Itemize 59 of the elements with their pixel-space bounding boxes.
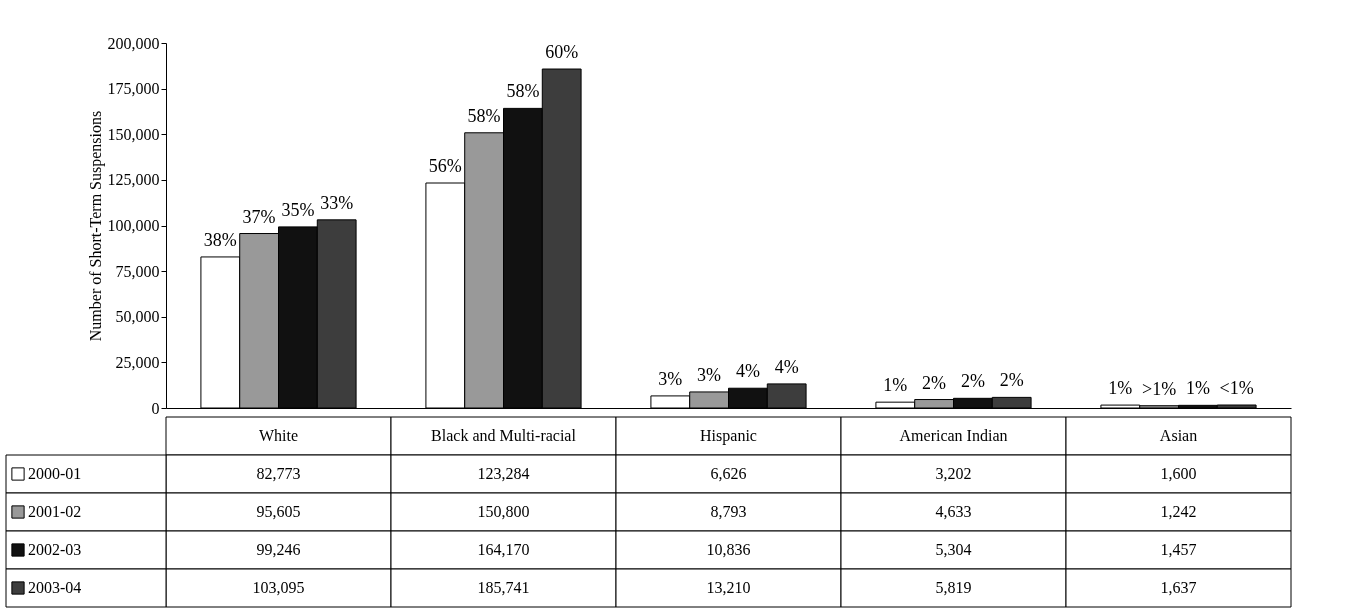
data-label: 123,284 bbox=[477, 465, 530, 482]
annotation: 33% bbox=[320, 192, 354, 213]
data-label: 1,600 bbox=[1160, 465, 1197, 482]
data-label: 1,457 bbox=[1160, 541, 1197, 558]
data-label: 10,836 bbox=[706, 541, 751, 558]
data-label: 185,741 bbox=[477, 579, 530, 596]
annotation: 3% bbox=[658, 368, 683, 389]
x-tick-label: Black and Multi-racial bbox=[431, 427, 577, 444]
x-tick-label: American Indian bbox=[899, 427, 1008, 444]
annotation: 58% bbox=[506, 81, 540, 102]
data-label: 1,242 bbox=[1160, 503, 1197, 520]
y-tick-label: 150,000 bbox=[107, 125, 160, 143]
annotation: 1% bbox=[1185, 378, 1210, 399]
annotation: 1% bbox=[1108, 378, 1133, 399]
data-label: 13,210 bbox=[706, 579, 751, 596]
y-tick-label: 0 bbox=[151, 399, 160, 417]
data-label: 3,202 bbox=[935, 465, 972, 482]
annotation: 56% bbox=[428, 156, 462, 177]
annotation: 2% bbox=[960, 371, 985, 392]
data-label: 103,095 bbox=[252, 579, 305, 596]
data-label: 6,626 bbox=[710, 465, 747, 482]
data-label: 164,170 bbox=[477, 541, 530, 558]
annotation: 38% bbox=[203, 229, 237, 250]
legend-label: 2003-04 bbox=[28, 579, 82, 596]
y-tick-label: 25,000 bbox=[115, 353, 160, 371]
y-tick-label: 75,000 bbox=[115, 262, 160, 280]
y-tick-label: 175,000 bbox=[107, 80, 160, 98]
annotation: 37% bbox=[242, 206, 276, 227]
data-label: 150,800 bbox=[477, 503, 530, 520]
annotation: 3% bbox=[697, 364, 722, 385]
legend-label: 2001-02 bbox=[28, 503, 82, 520]
annotation: 58% bbox=[467, 105, 501, 126]
annotation: 60% bbox=[545, 42, 579, 63]
annotation: 1% bbox=[883, 375, 908, 396]
data-label: 4,633 bbox=[935, 503, 972, 520]
data-label: 82,773 bbox=[256, 465, 301, 482]
y-axis-title: Number of Short-Term Suspensions bbox=[86, 110, 105, 342]
data-label: 1,637 bbox=[1160, 579, 1197, 596]
legend-label: 2000-01 bbox=[28, 465, 82, 482]
annotation: <1% bbox=[1219, 378, 1254, 399]
y-tick-label: 100,000 bbox=[107, 217, 160, 234]
annotation: 35% bbox=[281, 199, 315, 220]
x-tick-label: Hispanic bbox=[700, 427, 757, 445]
data-label: 8,793 bbox=[710, 503, 747, 520]
y-tick-label: 200,000 bbox=[107, 34, 160, 52]
y-tick-label: 125,000 bbox=[107, 171, 160, 189]
annotation: 2% bbox=[999, 370, 1024, 391]
annotation: >1% bbox=[1142, 378, 1177, 399]
y-tick-label: 50,000 bbox=[115, 308, 160, 326]
legend-label: 2002-03 bbox=[28, 541, 82, 558]
annotation: 4% bbox=[735, 361, 760, 382]
annotation: 2% bbox=[922, 372, 947, 393]
x-tick-label: Asian bbox=[1159, 427, 1198, 444]
annotation: 4% bbox=[774, 356, 799, 377]
data-label: 5,304 bbox=[935, 541, 972, 558]
data-label: 95,605 bbox=[256, 503, 301, 520]
x-tick-label: White bbox=[258, 427, 299, 444]
data-label: 5,819 bbox=[935, 579, 972, 596]
data-label: 99,246 bbox=[256, 541, 301, 558]
